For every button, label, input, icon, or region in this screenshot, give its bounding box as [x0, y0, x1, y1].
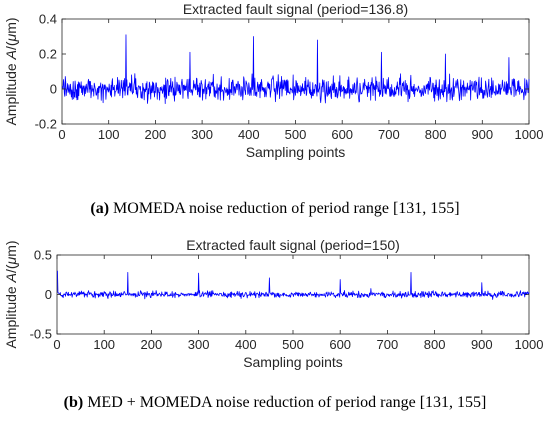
caption-b: (b) MED + MOMEDA noise reduction of peri… [0, 394, 550, 412]
caption-a: (a) MOMEDA noise reduction of period ran… [0, 200, 550, 218]
x-tick-label: 800 [425, 127, 447, 142]
y-tick-label: 0.5 [34, 248, 52, 263]
x-tick-label: 1000 [515, 337, 544, 352]
y-tick-label: 0 [50, 82, 57, 97]
x-tick-label: 300 [191, 127, 213, 142]
y-tick-label: -0.5 [30, 327, 52, 342]
y-tick-label: -0.2 [35, 117, 57, 132]
caption-a-text: MOMEDA noise reduction of period range [… [109, 200, 460, 217]
x-tick-label: 700 [378, 127, 400, 142]
x-tick-label: 200 [145, 127, 167, 142]
x-tick-label: 100 [93, 337, 115, 352]
x-axis-label: Sampling points [243, 354, 343, 370]
x-tick-label: 600 [329, 337, 351, 352]
plot-area [62, 19, 529, 124]
y-tick-label: 0.2 [39, 47, 57, 62]
chart-title: Extracted fault signal (period=150) [186, 237, 400, 253]
caption-a-label: (a) [90, 200, 109, 217]
x-tick-label: 500 [282, 337, 304, 352]
chart-title: Extracted fault signal (period=136.8) [183, 1, 408, 17]
x-tick-label: 0 [58, 127, 65, 142]
x-tick-label: 400 [238, 127, 260, 142]
x-tick-label: 400 [235, 337, 257, 352]
x-tick-label: 900 [471, 127, 493, 142]
x-tick-label: 800 [424, 337, 446, 352]
x-tick-label: 0 [53, 337, 60, 352]
x-tick-label: 1000 [515, 127, 544, 142]
y-tick-label: 0.4 [39, 12, 57, 27]
x-tick-label: 300 [188, 337, 210, 352]
y-axis-label: Amplitude A/(μm) [3, 240, 19, 348]
x-tick-label: 100 [98, 127, 120, 142]
y-tick-label: 0 [45, 287, 52, 302]
y-axis-label: Amplitude A/(μm) [3, 17, 19, 125]
x-axis-label: Sampling points [246, 144, 346, 160]
caption-b-label: (b) [64, 394, 84, 411]
x-tick-label: 900 [471, 337, 493, 352]
x-tick-label: 200 [141, 337, 163, 352]
x-tick-label: 700 [377, 337, 399, 352]
x-tick-label: 600 [331, 127, 353, 142]
x-tick-label: 500 [285, 127, 307, 142]
caption-b-text: MED + MOMEDA noise reduction of period r… [83, 394, 486, 411]
